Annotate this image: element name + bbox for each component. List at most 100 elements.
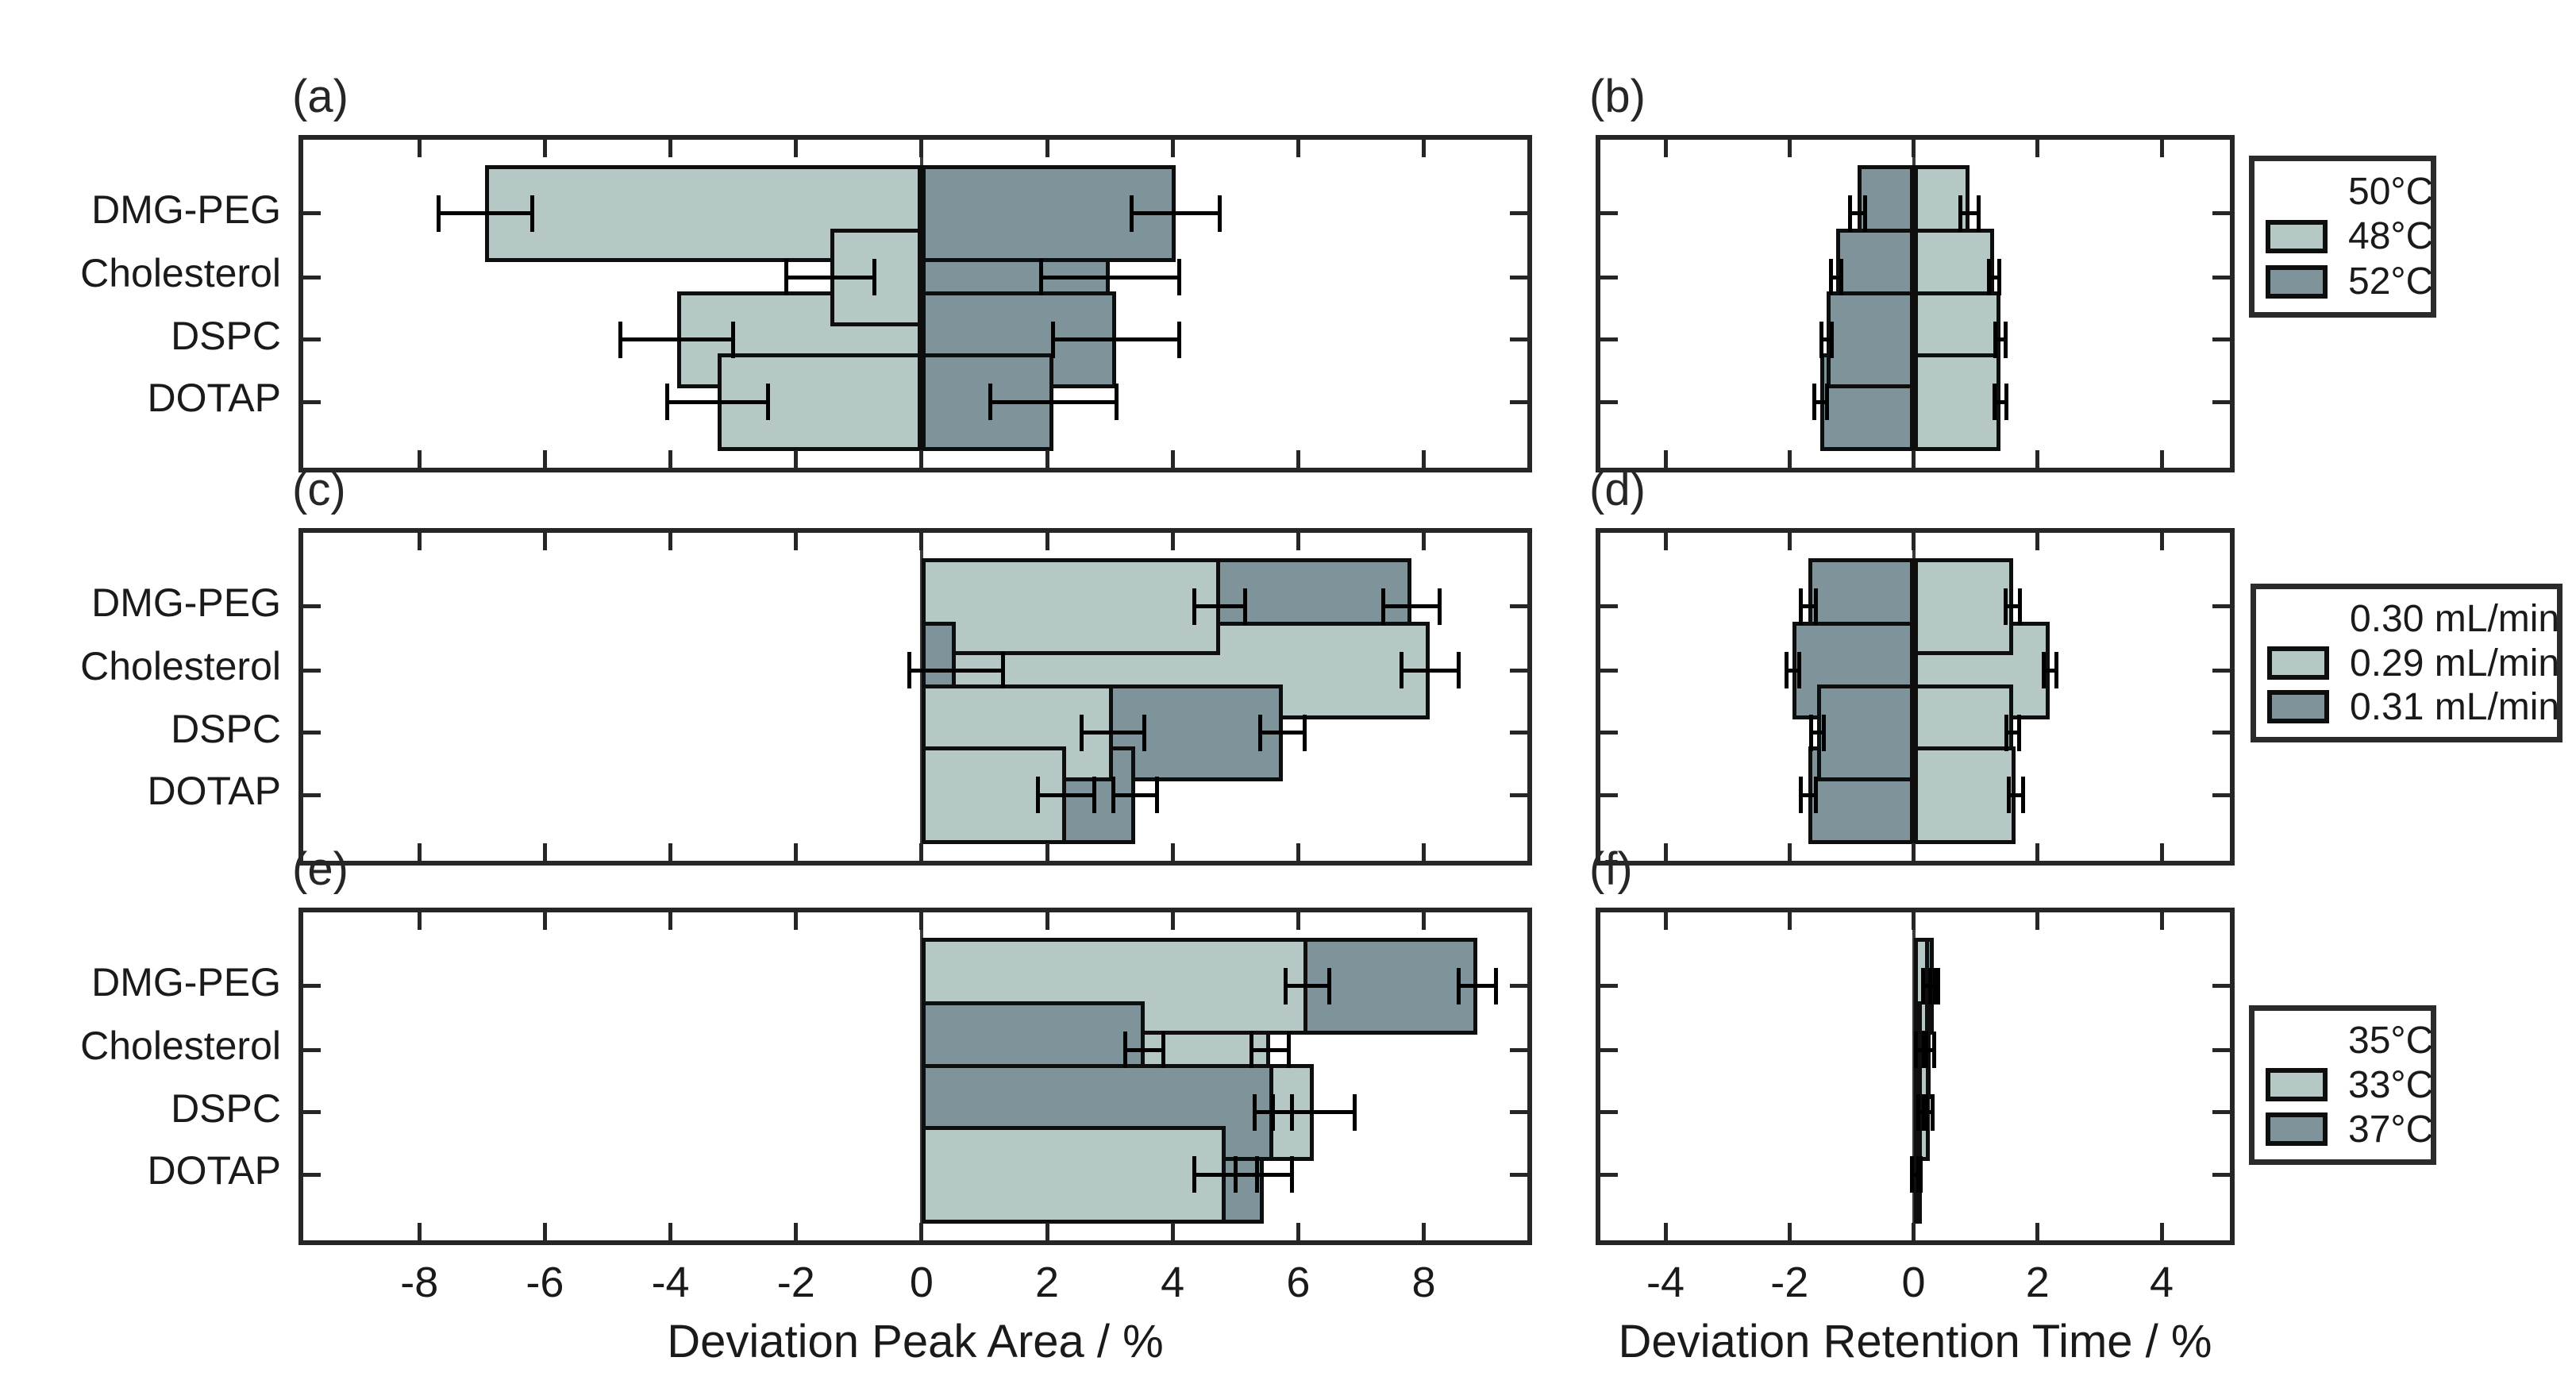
panel-label-e: (e) (292, 843, 348, 895)
x-tick-bottom (417, 450, 422, 468)
y-tick-left (1600, 984, 1618, 989)
error-line (1926, 1047, 1935, 1052)
error-cap (1192, 588, 1197, 625)
light-swatch-icon (2266, 219, 2328, 253)
error-line (990, 399, 1117, 404)
bar-light-d (1913, 746, 2016, 844)
x-tick-label: -8 (400, 1259, 439, 1306)
x-tick-top (668, 533, 673, 550)
error-cap (1456, 652, 1461, 689)
error-line (1273, 1110, 1355, 1115)
x-tick-label: 2 (2025, 1259, 2050, 1306)
error-cap (1252, 1093, 1257, 1131)
error-line (1930, 984, 1939, 989)
x-tick-top (1045, 912, 1049, 930)
panel-label-f: (f) (1589, 843, 1633, 895)
y-tick-left (1600, 731, 1618, 735)
error-cap (1910, 1156, 1915, 1193)
panel-e (298, 908, 1532, 1245)
error-cap (1848, 195, 1853, 232)
x-tick-bottom (1663, 450, 1668, 468)
x-tick-bottom (919, 1223, 924, 1240)
x-tick-top (417, 533, 422, 550)
error-cap (2042, 652, 2047, 689)
legend-item-label: 52°C (2348, 260, 2434, 303)
x-tick-bottom (1663, 1223, 1668, 1240)
error-cap (1258, 714, 1263, 751)
error-cap (1380, 588, 1385, 625)
x-tick-bottom (794, 450, 799, 468)
y-tick-left (303, 1172, 321, 1177)
y-tick-right (1510, 604, 1527, 609)
error-line (909, 668, 1003, 673)
error-cap (1353, 1093, 1357, 1131)
error-cap (1287, 1031, 1291, 1069)
x-tick-top (2159, 140, 2164, 157)
y-tick-left (1600, 211, 1618, 216)
x-tick-top (794, 533, 799, 550)
x-tick-bottom (2035, 1223, 2040, 1240)
error-cap (1977, 195, 1981, 232)
x-tick-bottom (417, 1223, 422, 1240)
legend-swatch-box (2266, 1112, 2348, 1147)
y-tick-right (1510, 1047, 1527, 1052)
x-tick-label: 0 (909, 1259, 934, 1306)
y-tick-right (2212, 275, 2230, 280)
error-cap (1249, 1031, 1253, 1069)
light-swatch-icon (2267, 646, 2329, 680)
error-cap (1176, 321, 1181, 358)
panel-f (1596, 908, 2235, 1245)
error-cap (1142, 714, 1147, 751)
x-tick-bottom (1422, 843, 1427, 861)
error-cap (1092, 777, 1096, 814)
error-line (1041, 275, 1180, 280)
x-tick-bottom (1045, 1223, 1049, 1240)
y-tick-right (1510, 668, 1527, 673)
x-tick-bottom (1912, 1223, 1916, 1240)
y-tick-left (303, 211, 321, 216)
x-tick-top (919, 140, 924, 157)
x-tick-top (2035, 912, 2040, 930)
error-cap (1123, 1031, 1128, 1069)
x-tick-bottom (1787, 843, 1792, 861)
x-tick-top (417, 912, 422, 930)
y-tick-right (1510, 731, 1527, 735)
x-tick-bottom (2035, 450, 2040, 468)
x-tick-bottom (668, 1223, 673, 1240)
error-cap (1302, 714, 1307, 751)
error-line (1918, 1110, 1924, 1115)
error-cap (1916, 1093, 1920, 1131)
legend-title-row: 35°C (2266, 1019, 2433, 1062)
error-cap (1813, 588, 1818, 625)
legend-item: 33°C (2266, 1063, 2433, 1107)
y-tick-right (2212, 1110, 2230, 1115)
y-tick-right (2212, 399, 2230, 404)
x-tick-bottom (1422, 1223, 1427, 1240)
y-tick-left (303, 1047, 321, 1052)
error-line (1912, 1172, 1921, 1177)
error-cap (731, 321, 736, 358)
x-tick-label: 6 (1286, 1259, 1311, 1306)
x-tick-bottom (668, 843, 673, 861)
panel-d (1596, 528, 2235, 866)
error-cap (1829, 321, 1834, 358)
error-line (1383, 604, 1440, 609)
x-tick-bottom (1170, 450, 1175, 468)
x-tick-top (542, 912, 547, 930)
y-tick-left (303, 604, 321, 609)
x-tick-bottom (1422, 450, 1427, 468)
legend-2: 35°C 33°C 37°C (2249, 1005, 2436, 1165)
y-tick-right (1510, 984, 1527, 989)
error-line (1081, 731, 1145, 735)
category-label: DMG-PEG (91, 959, 281, 1004)
x-tick-top (1296, 140, 1300, 157)
x-tick-bottom (2159, 843, 2164, 861)
category-label: Cholesterol (80, 644, 281, 689)
x-tick-label: 8 (1411, 1259, 1436, 1306)
y-tick-left (303, 792, 321, 797)
error-line (1401, 668, 1458, 673)
panel-c (298, 528, 1532, 866)
error-line (1053, 337, 1180, 342)
error-line (1811, 731, 1824, 735)
error-line (2006, 731, 2020, 735)
